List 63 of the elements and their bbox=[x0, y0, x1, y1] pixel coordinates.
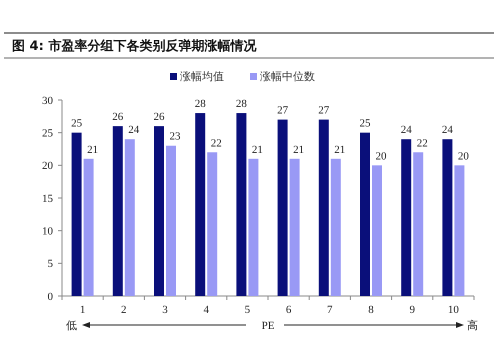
data-label: 27 bbox=[277, 104, 289, 117]
data-label: 22 bbox=[416, 137, 428, 150]
x-tick-label: 5 bbox=[244, 304, 251, 316]
data-label: 23 bbox=[170, 130, 181, 143]
data-label: 20 bbox=[458, 150, 470, 162]
data-label: 20 bbox=[376, 150, 387, 162]
bar bbox=[330, 158, 341, 296]
y-tick-label: 5 bbox=[48, 258, 54, 270]
data-label: 22 bbox=[210, 137, 222, 150]
data-label: 21 bbox=[334, 144, 346, 156]
legend-label: 涨幅中位数 bbox=[260, 70, 315, 83]
text: 低 bbox=[66, 319, 77, 332]
legend-label: 涨幅均值 bbox=[180, 70, 224, 83]
data-label: 24 bbox=[128, 124, 140, 136]
bar bbox=[124, 139, 135, 296]
x-tick-label: 9 bbox=[409, 304, 416, 316]
data-label: 28 bbox=[236, 98, 248, 110]
bar bbox=[248, 158, 258, 296]
bar bbox=[442, 139, 452, 296]
bar bbox=[84, 158, 94, 296]
x-tick-label: 6 bbox=[286, 304, 292, 316]
data-label: 27 bbox=[318, 104, 330, 117]
bar bbox=[278, 120, 288, 296]
bar bbox=[166, 146, 176, 296]
bar bbox=[454, 165, 464, 296]
x-tick-label: 3 bbox=[162, 304, 168, 316]
bar bbox=[401, 139, 412, 296]
y-tick-label: 15 bbox=[42, 192, 54, 205]
bar bbox=[372, 165, 382, 296]
bar bbox=[195, 113, 206, 296]
y-tick-label: 25 bbox=[42, 128, 54, 140]
bar bbox=[360, 132, 370, 296]
data-label: 28 bbox=[194, 98, 206, 110]
data-label: 26 bbox=[112, 111, 124, 124]
data-label: 21 bbox=[252, 144, 263, 156]
data-label: 24 bbox=[442, 124, 454, 136]
x-axis-title: PE bbox=[262, 320, 275, 332]
y-tick-label: 20 bbox=[42, 160, 54, 172]
bar bbox=[413, 152, 424, 296]
data-label: 24 bbox=[400, 124, 412, 136]
bar bbox=[207, 152, 218, 296]
bar bbox=[290, 158, 300, 296]
data-label: 26 bbox=[154, 111, 165, 124]
bar bbox=[318, 120, 329, 296]
data-label: 21 bbox=[87, 144, 98, 156]
data-label: 25 bbox=[71, 118, 83, 130]
bar bbox=[154, 126, 164, 296]
data-label: 21 bbox=[293, 144, 304, 156]
y-tick-label: 0 bbox=[48, 290, 54, 303]
bar bbox=[112, 126, 123, 296]
data-label: 25 bbox=[360, 118, 371, 130]
y-tick-label: 30 bbox=[42, 94, 54, 107]
x-tick-label: 8 bbox=[368, 304, 374, 316]
x-tick-label: 10 bbox=[448, 304, 460, 316]
x-tick-label: 1 bbox=[80, 304, 86, 316]
x-tick-label: 7 bbox=[327, 304, 334, 316]
bar bbox=[72, 132, 82, 296]
y-tick-label: 10 bbox=[42, 226, 54, 238]
text: 高 bbox=[467, 319, 478, 332]
x-tick-label: 2 bbox=[121, 304, 127, 316]
x-tick-label: 4 bbox=[203, 304, 210, 316]
bar bbox=[236, 113, 246, 296]
chart-title: 图 4: 市盈率分组下各类别反弹期涨幅情况 bbox=[12, 38, 258, 54]
